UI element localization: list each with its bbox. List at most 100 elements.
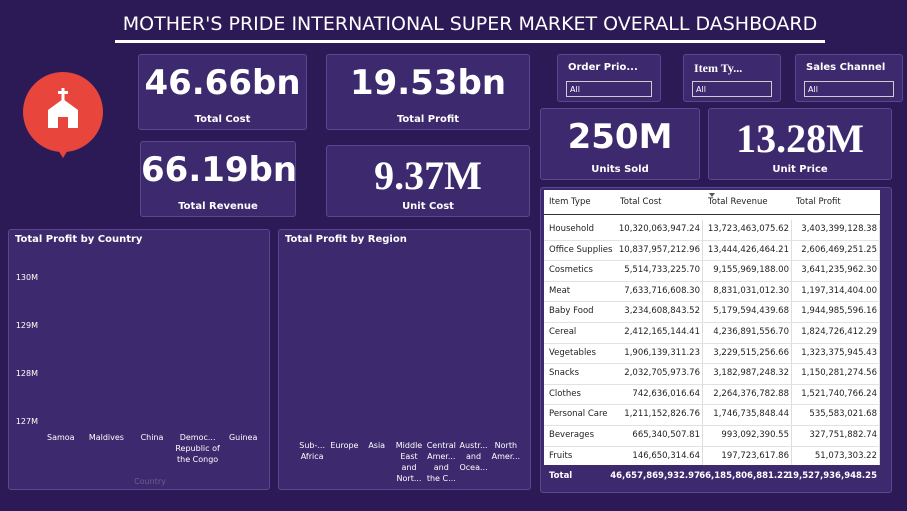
table-body [544, 190, 880, 465]
total-cell: Total [549, 471, 573, 481]
y-tick-label: 127M [15, 416, 38, 426]
column-divider [702, 220, 703, 465]
sort-indicator [709, 193, 715, 197]
table-cell: Vegetables [549, 347, 596, 358]
table-cell: 146,650,314.64 [632, 450, 700, 461]
filter-dropdown[interactable]: All [566, 81, 652, 97]
logo [23, 72, 103, 158]
table-cell: 1,521,740,766.24 [801, 388, 877, 399]
table-cell: Cereal [549, 327, 577, 337]
table-cell: Meat [549, 285, 571, 296]
kpi-label: Unit Cost [402, 201, 454, 212]
row-rule [544, 239, 880, 241]
table-cell: 2,032,705,973.76 [624, 368, 700, 379]
column-header: Total Revenue [708, 197, 768, 207]
table-cell: 1,824,726,412.29 [801, 327, 877, 337]
table-cell: Office Supplies [549, 244, 613, 255]
column-divider [879, 220, 880, 465]
kpi-card: 250M Units Sold [540, 108, 700, 180]
kpi-card: 46.66bn Total Cost [138, 54, 307, 130]
table-cell: 3,403,399,128.38 [801, 224, 877, 234]
table-cell: 2,264,376,782.88 [713, 388, 789, 399]
y-tick-label: 129M [15, 321, 38, 331]
table-cell: 1,746,735,848.44 [713, 409, 789, 420]
kpi-label: Unit Price [772, 164, 828, 175]
kpi-label: Total Revenue [178, 201, 258, 212]
x-axis-label: Country [134, 477, 166, 486]
table-cell: 3,234,608,843.52 [624, 306, 700, 317]
header-rule [544, 214, 880, 215]
table-cell: Clothes [549, 388, 581, 399]
x-tick-label: Austr... and Ocea... [459, 441, 488, 472]
table-cell: 3,182,987,248.32 [713, 368, 789, 379]
filter[interactable]: Item Ty... All [683, 54, 781, 102]
row-rule [544, 342, 880, 344]
kpi-card: 13.28M Unit Price [708, 108, 892, 180]
row-rule [544, 383, 880, 385]
table-cell: 7,633,716,608.30 [624, 285, 700, 296]
table-cell: 3,641,235,962.30 [801, 265, 877, 276]
table-cell: 1,323,375,945.43 [801, 347, 877, 358]
table-cell: 1,197,314,404.00 [801, 285, 877, 296]
y-tick-label: 130M [15, 273, 38, 283]
kpi-card: 66.19bn Total Revenue [140, 141, 298, 217]
row-rule [544, 260, 880, 262]
table-cell: 8,831,031,012.30 [713, 285, 789, 296]
x-tick-label: Sub-... Africa [299, 441, 326, 461]
table-cell: 1,944,985,596.16 [801, 306, 877, 317]
chart-card: Total Profit by Country [8, 229, 270, 490]
column-header: Total Profit [796, 197, 841, 207]
kpi-value: 66.19bn [141, 150, 298, 190]
table-cell: 5,514,733,225.70 [624, 265, 700, 276]
total-cell: 66,185,806,881.22 [699, 471, 789, 481]
row-rule [544, 301, 880, 303]
table-cell: 1,150,281,274.56 [801, 368, 877, 379]
table-cell: 3,229,515,256.66 [713, 347, 789, 358]
table-cell: 197,723,617.86 [721, 450, 789, 461]
kpi-label: Units Sold [591, 164, 649, 175]
filter-dropdown[interactable]: All [804, 81, 894, 97]
row-rule [544, 322, 880, 323]
kpi-card: 19.53bn Total Profit [326, 54, 530, 130]
table-cell: Household [549, 224, 594, 234]
filter[interactable]: Order Prio... All [557, 54, 661, 102]
filter-label: Item Ty... [694, 61, 743, 75]
kpi-label: Total Cost [194, 114, 251, 125]
table-cell: Baby Food [549, 306, 594, 317]
table-cell: Cosmetics [549, 265, 593, 276]
filter-dropdown[interactable]: All [692, 81, 772, 97]
kpi-value: 19.53bn [349, 63, 507, 103]
row-rule [544, 363, 880, 365]
y-tick-label: 128M [15, 368, 38, 378]
table-cell: 13,444,426,464.21 [707, 244, 789, 255]
kpi-card: 9.37M Unit Cost [326, 145, 530, 217]
x-tick-label: Democ... Republic of the Congo [175, 433, 220, 464]
kpi-value: 250M [567, 117, 673, 157]
row-rule [544, 425, 880, 426]
table-cell: 9,155,969,188.00 [713, 265, 789, 276]
x-tick-label: Central Amer... and the C... [426, 441, 456, 483]
x-tick-label: Samoa [47, 433, 75, 442]
x-tick-label: Maldives [88, 433, 124, 442]
x-tick-label: Middle East and Nort... [395, 441, 423, 483]
table-cell: 535,583,021.68 [809, 409, 877, 420]
table-cell: 1,906,139,311.23 [624, 347, 700, 358]
kpi-label: Total Profit [396, 114, 460, 125]
kpi-value: 9.37M [374, 153, 482, 198]
kpi-value: 46.66bn [144, 63, 301, 103]
table-cell: 2,606,469,251.25 [801, 244, 877, 255]
table-cell: 10,837,957,212.96 [618, 244, 700, 255]
column-divider [791, 220, 792, 465]
table-cell: 5,179,594,439.68 [713, 306, 789, 317]
table-cell: 4,236,891,556.70 [713, 327, 789, 337]
table-cell: 993,092,390.55 [721, 430, 789, 440]
table-cell: Fruits [549, 450, 573, 461]
x-tick-label: Europe [330, 441, 359, 450]
table-cell: 51,073,303.22 [814, 450, 877, 461]
table-cell: 10,320,063,947.24 [618, 224, 700, 234]
x-tick-label: North Amer... [491, 441, 521, 461]
filter-label: Sales Channel [806, 62, 886, 73]
table-cell: Personal Care [549, 409, 608, 420]
total-cell: 46,657,869,932.97 [610, 471, 700, 481]
filter[interactable]: Sales Channel All [795, 54, 903, 102]
